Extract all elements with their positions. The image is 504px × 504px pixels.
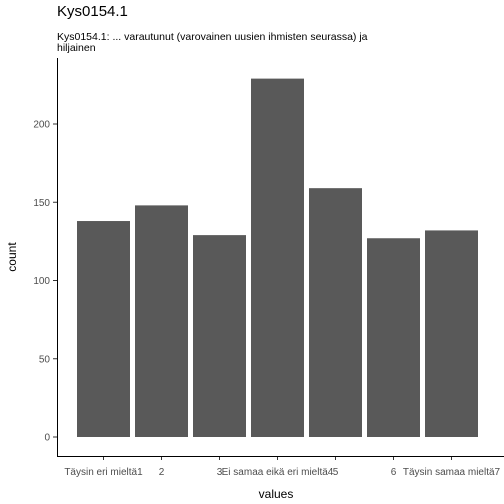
bar-4 — [251, 78, 304, 438]
y-tick-label-5: 200 — [33, 120, 50, 131]
x-tick-label-7: Täysin samaa mieltä7 — [403, 467, 501, 478]
y-axis-title: count — [5, 242, 19, 272]
y-tick-label-2: 50 — [39, 354, 51, 365]
y-tick-label-4: 150 — [33, 198, 50, 209]
x-tick-label-4: Ei samaa eikä eri mieltä4 — [222, 467, 334, 478]
chart-subtitle: Kys0154.1: ... varautunut (varovainen uu… — [57, 31, 368, 54]
x-tick-label-3: 3 — [217, 467, 223, 478]
x-axis-ticks: Täysin eri mieltä1 2 3 Ei samaa eikä eri mi… — [64, 456, 501, 478]
y-tick-label-3: 100 — [33, 276, 50, 287]
bar-3 — [193, 235, 246, 437]
bars-group — [77, 78, 478, 438]
x-axis-title: values — [259, 487, 294, 501]
y-axis-ticks: 0 50 100 150 200 — [33, 120, 57, 444]
y-tick-label-1: 0 — [44, 433, 50, 444]
x-tick-label-2: 2 — [159, 467, 165, 478]
bar-7 — [425, 230, 478, 437]
bar-2 — [135, 205, 188, 437]
bar-6 — [367, 238, 420, 437]
x-tick-label-5: 5 — [333, 467, 339, 478]
bar-5 — [309, 188, 362, 437]
bar-1 — [77, 221, 130, 437]
x-tick-label-1: Täysin eri mieltä1 — [64, 467, 143, 478]
chart-title: Kys0154.1 — [57, 3, 128, 20]
x-tick-label-6: 6 — [391, 467, 397, 478]
